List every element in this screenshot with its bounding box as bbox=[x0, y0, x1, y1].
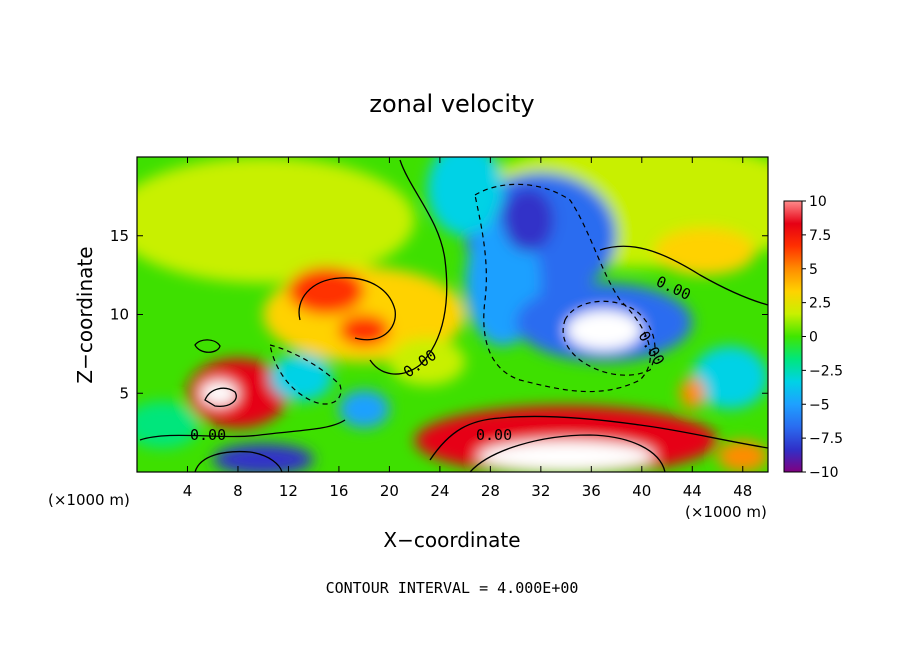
contour-strong-neg bbox=[562, 300, 656, 376]
x-tick-label: 20 bbox=[380, 482, 399, 500]
contour-lines bbox=[139, 159, 768, 472]
contour-bottom-hot bbox=[469, 434, 666, 472]
plot-area: 0.00 0.00 0.00 0.00 0.00 bbox=[137, 157, 768, 472]
x-tick-label: 4 bbox=[183, 482, 193, 500]
contour-zero-low-left bbox=[139, 419, 346, 441]
x-tick-label: 40 bbox=[632, 482, 651, 500]
colorbar-label: 2.5 bbox=[809, 296, 831, 312]
velocity-patch bbox=[137, 401, 201, 449]
contour-zero-left bbox=[369, 159, 448, 375]
contour-interval-note: CONTOUR INTERVAL = 4.000E+00 bbox=[326, 579, 579, 597]
velocity-patch bbox=[338, 314, 390, 346]
velocity-patch bbox=[338, 390, 390, 428]
contour-bottom-left bbox=[194, 450, 283, 472]
velocity-patch bbox=[692, 346, 768, 409]
velocity-patch bbox=[679, 377, 705, 409]
velocity-patch bbox=[427, 157, 503, 236]
x-tick-label: 48 bbox=[733, 482, 752, 500]
x-axis: 4 8 12 16 20 24 28 32 36 40 44 48 bbox=[183, 157, 752, 500]
colorbar-label: −7.5 bbox=[809, 431, 843, 447]
velocity-patch bbox=[502, 188, 554, 252]
contour-label: 0.00 bbox=[476, 426, 512, 444]
velocity-patch bbox=[288, 267, 365, 315]
y-axis: 5 10 15 bbox=[110, 227, 768, 402]
colorbar-label: 0 bbox=[809, 330, 818, 346]
velocity-patch bbox=[200, 380, 238, 406]
y-tick-label: 15 bbox=[110, 227, 129, 245]
colorbar-label: −5 bbox=[809, 397, 830, 413]
contour-neg-center bbox=[474, 183, 651, 393]
velocity-patch bbox=[389, 338, 466, 386]
velocity-patch bbox=[477, 440, 655, 472]
x-tick-label: 28 bbox=[481, 482, 500, 500]
y-axis-label: Z−coordinate bbox=[73, 246, 97, 383]
x-tick-label: 16 bbox=[329, 482, 348, 500]
velocity-patch bbox=[269, 353, 333, 402]
colorbar-scale bbox=[783, 200, 803, 473]
contour-hot-left bbox=[204, 387, 237, 407]
x-tick-label: 36 bbox=[582, 482, 601, 500]
x-axis-label: X−coordinate bbox=[383, 528, 520, 552]
colorbar-label: 7.5 bbox=[809, 228, 831, 244]
velocity-patch bbox=[654, 227, 756, 276]
velocity-patch bbox=[137, 157, 415, 283]
y-tick-label: 5 bbox=[119, 384, 129, 402]
dashed-contours bbox=[269, 183, 656, 405]
x-tick-label: 44 bbox=[683, 482, 702, 500]
colorbar-label: −10 bbox=[809, 465, 839, 481]
contour-pos-island bbox=[194, 339, 221, 353]
y-tick-label: 10 bbox=[110, 306, 129, 324]
colorbar-ticks: 10 7.5 5 2.5 0 −2.5 −5 −7.5 −10 bbox=[802, 194, 843, 481]
x-unit-left: (×1000 m) bbox=[48, 491, 130, 509]
contour-zero-upper bbox=[298, 277, 396, 341]
colorbar-label: 5 bbox=[809, 262, 818, 278]
velocity-patch bbox=[212, 443, 314, 472]
chart-title: zonal velocity bbox=[369, 90, 534, 118]
colorbar: 10 7.5 5 2.5 0 −2.5 −5 −7.5 −10 bbox=[783, 194, 843, 481]
x-unit-right: (×1000 m) bbox=[685, 503, 767, 521]
contour-label: 0.00 bbox=[190, 426, 226, 444]
velocity-patch bbox=[566, 309, 642, 351]
x-tick-label: 24 bbox=[430, 482, 449, 500]
contour-right-upper bbox=[599, 245, 768, 306]
colorbar-label: 10 bbox=[809, 194, 827, 210]
colorbar-label: −2.5 bbox=[809, 363, 843, 379]
velocity-patch bbox=[717, 440, 768, 472]
x-tick-label: 8 bbox=[233, 482, 243, 500]
velocity-patch bbox=[187, 358, 289, 428]
x-tick-label: 32 bbox=[531, 482, 550, 500]
x-tick-label: 12 bbox=[279, 482, 298, 500]
contour-zero-low-right bbox=[429, 415, 768, 461]
